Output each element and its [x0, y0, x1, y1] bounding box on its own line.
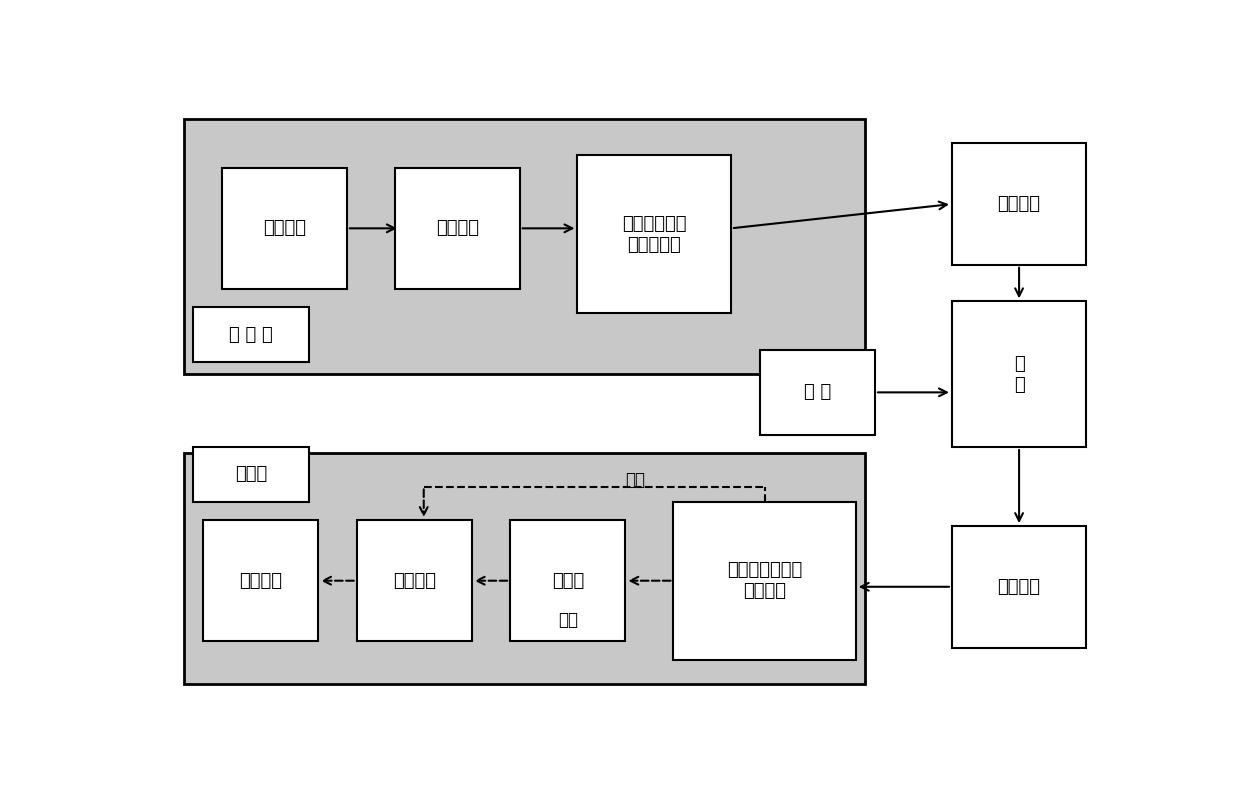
Bar — [952, 144, 1087, 265]
Bar — [357, 520, 472, 641]
Bar — [577, 155, 731, 313]
Text: 输入码流: 输入码流 — [263, 219, 306, 237]
Text: 输出码流: 输出码流 — [239, 572, 282, 589]
Bar — [510, 520, 626, 641]
Bar — [395, 167, 520, 289]
Text: 解纠删: 解纠删 — [551, 572, 584, 589]
Bar — [952, 301, 1087, 447]
Bar — [674, 502, 856, 660]
Text: 循环冗余效验纠
错与检错: 循环冗余效验纠 错与检错 — [727, 561, 802, 600]
Text: 有错: 有错 — [558, 611, 577, 629]
Text: 无错: 无错 — [624, 472, 646, 489]
Text: 误 码: 误 码 — [804, 383, 831, 402]
Text: 信源编码: 信源编码 — [436, 219, 478, 237]
Text: 循环冗余校验
与纠删编码: 循环冗余校验 与纠删编码 — [622, 215, 686, 254]
Bar — [183, 453, 865, 684]
Text: 信道编码: 信道编码 — [997, 195, 1041, 213]
Text: 解码端: 解码端 — [234, 466, 268, 484]
Bar — [222, 167, 347, 289]
Text: 信道译码: 信道译码 — [997, 578, 1041, 596]
Bar — [760, 350, 875, 435]
Text: 信
道: 信 道 — [1014, 355, 1025, 394]
Bar — [193, 447, 309, 502]
Bar — [203, 520, 318, 641]
Bar — [952, 526, 1087, 648]
Bar — [183, 119, 865, 374]
Text: 编 码 端: 编 码 端 — [229, 326, 273, 344]
Bar — [193, 307, 309, 362]
Text: 信源解码: 信源解码 — [393, 572, 436, 589]
